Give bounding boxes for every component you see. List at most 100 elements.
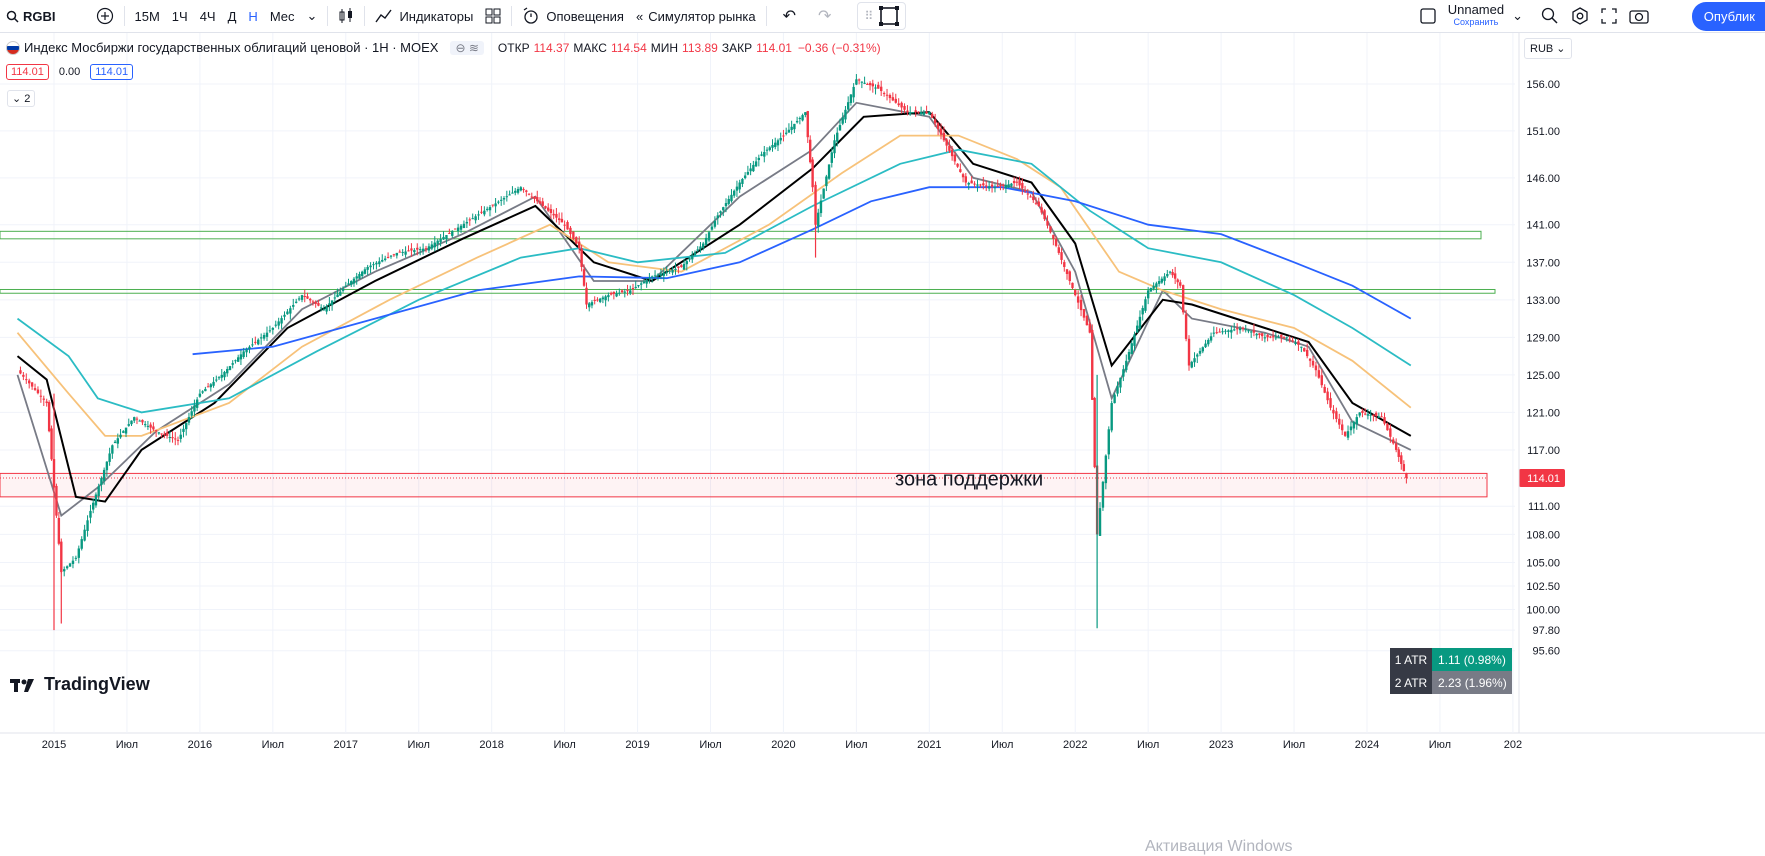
candle-body[interactable] [894, 98, 897, 103]
candle-body[interactable] [593, 299, 596, 301]
candle-body[interactable] [730, 194, 733, 202]
candle-body[interactable] [174, 438, 177, 440]
candle-body[interactable] [1394, 443, 1398, 450]
candle-body[interactable] [724, 203, 728, 207]
candle-body[interactable] [866, 83, 869, 85]
candle-body[interactable] [1198, 350, 1202, 354]
candle-body[interactable] [42, 398, 45, 400]
candle-body[interactable] [825, 176, 828, 187]
candle-body[interactable] [283, 314, 286, 317]
candle-body[interactable] [566, 222, 569, 230]
candle-body[interactable] [544, 206, 547, 209]
candle-body[interactable] [1116, 386, 1119, 394]
candle-body[interactable] [45, 401, 48, 404]
candle-body[interactable] [833, 140, 836, 154]
candle-body[interactable] [502, 198, 506, 200]
candle-body[interactable] [1266, 334, 1269, 338]
candle-body[interactable] [713, 220, 717, 227]
candle-body[interactable] [743, 175, 747, 179]
candle-body[interactable] [474, 216, 477, 221]
candle-body[interactable] [1323, 386, 1326, 393]
candle-body[interactable] [372, 264, 375, 266]
candle-body[interactable] [1107, 429, 1110, 455]
candle-body[interactable] [674, 268, 677, 270]
undo-button[interactable]: ↶ [777, 0, 802, 33]
bid-badge[interactable]: 114.01 [6, 64, 49, 80]
candle-body[interactable] [911, 112, 915, 114]
candle-body[interactable] [1157, 281, 1161, 284]
candle-body[interactable] [671, 269, 674, 273]
candle-body[interactable] [1374, 412, 1378, 416]
candle-body[interactable] [868, 82, 872, 86]
candle-body[interactable] [541, 201, 544, 206]
publish-button[interactable]: Опублик [1691, 2, 1765, 31]
candle-body[interactable] [609, 293, 613, 295]
candle-body[interactable] [1190, 361, 1193, 368]
candle-body[interactable] [634, 286, 637, 288]
candle-body[interactable] [1291, 340, 1294, 342]
candle-body[interactable] [448, 232, 451, 234]
candle-body[interactable] [19, 370, 22, 374]
candle-body[interactable] [190, 411, 193, 416]
candle-body[interactable] [94, 494, 98, 506]
candle-body[interactable] [604, 296, 607, 301]
candle-body[interactable] [1130, 343, 1133, 355]
candle-body[interactable] [1152, 285, 1155, 289]
candle-body[interactable] [844, 109, 847, 120]
candle-body[interactable] [1125, 360, 1128, 371]
candle-body[interactable] [1079, 299, 1083, 311]
candle-body[interactable] [459, 225, 463, 230]
indicators-button[interactable]: Индикаторы [369, 0, 479, 33]
candle-body[interactable] [1338, 418, 1341, 425]
candle-body[interactable] [339, 291, 342, 296]
candle-body[interactable] [615, 293, 618, 297]
candle-body[interactable] [27, 380, 31, 384]
candle-body[interactable] [782, 135, 785, 137]
candle-body[interactable] [1193, 358, 1196, 363]
candle-body[interactable] [204, 388, 207, 392]
candle-body[interactable] [1252, 330, 1256, 333]
candle-body[interactable] [141, 419, 144, 423]
candle-body[interactable] [936, 123, 940, 130]
candle-body[interactable] [268, 330, 272, 332]
candle-body[interactable] [771, 144, 774, 148]
candle-body[interactable] [300, 295, 304, 300]
candle-body[interactable] [1166, 274, 1169, 277]
candle-body[interactable] [1196, 354, 1199, 357]
candle-body[interactable] [92, 502, 95, 510]
snapshot-button[interactable] [1623, 0, 1655, 33]
candle-body[interactable] [1215, 332, 1218, 334]
candle-body[interactable] [1168, 271, 1172, 273]
candle-body[interactable] [682, 264, 686, 270]
candle-body[interactable] [30, 382, 34, 387]
candle-body[interactable] [317, 303, 320, 306]
candle-body[interactable] [533, 196, 536, 199]
candle-body[interactable] [102, 469, 106, 481]
candle-body[interactable] [1397, 449, 1400, 457]
candle-body[interactable] [953, 154, 957, 162]
candle-body[interactable] [933, 119, 937, 124]
candle-body[interactable] [311, 301, 315, 303]
candle-body[interactable] [1155, 283, 1158, 288]
candle-body[interactable] [333, 297, 337, 299]
candle-body[interactable] [1366, 414, 1370, 416]
candle-body[interactable] [198, 393, 202, 397]
candle-body[interactable] [1212, 332, 1216, 334]
candle-body[interactable] [488, 207, 492, 211]
candle-body[interactable] [1113, 394, 1116, 404]
candle-body[interactable] [857, 79, 861, 81]
candle-body[interactable] [135, 418, 139, 420]
candle-body[interactable] [83, 529, 86, 541]
candle-body[interactable] [999, 184, 1002, 187]
candle-body[interactable] [945, 139, 948, 146]
candle-body[interactable] [784, 132, 788, 134]
candle-body[interactable] [582, 269, 586, 286]
candle-body[interactable] [906, 110, 909, 113]
candle-body[interactable] [704, 237, 708, 245]
candle-body[interactable] [1076, 296, 1080, 303]
candle-body[interactable] [1098, 508, 1102, 536]
candle-body[interactable] [433, 242, 436, 248]
candle-body[interactable] [793, 123, 796, 130]
candle-body[interactable] [1029, 196, 1032, 198]
candle-body[interactable] [39, 395, 43, 397]
